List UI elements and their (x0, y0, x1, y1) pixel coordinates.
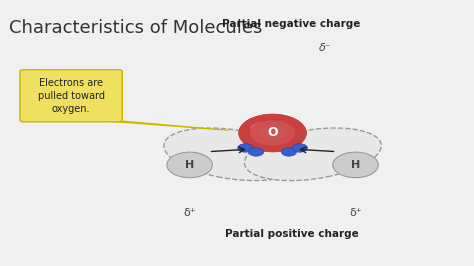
Ellipse shape (245, 128, 381, 181)
Ellipse shape (250, 120, 295, 146)
Circle shape (292, 144, 308, 152)
Polygon shape (88, 120, 229, 130)
Ellipse shape (238, 114, 307, 152)
Circle shape (333, 152, 378, 178)
Ellipse shape (250, 122, 278, 134)
Text: δ⁻: δ⁻ (319, 43, 331, 53)
Circle shape (238, 114, 307, 152)
Text: Characteristics of Molecules: Characteristics of Molecules (9, 19, 263, 37)
Ellipse shape (244, 117, 301, 149)
Circle shape (167, 152, 212, 178)
Circle shape (248, 148, 264, 156)
Text: Partial negative charge: Partial negative charge (222, 19, 361, 29)
FancyBboxPatch shape (20, 70, 122, 122)
Circle shape (237, 144, 253, 152)
Text: H: H (185, 160, 194, 170)
Ellipse shape (259, 125, 286, 141)
Circle shape (282, 148, 297, 156)
Text: Partial positive charge: Partial positive charge (225, 229, 358, 239)
Text: Electrons are
pulled toward
oxygen.: Electrons are pulled toward oxygen. (37, 78, 105, 114)
Text: O: O (267, 127, 278, 139)
Text: H: H (351, 160, 360, 170)
Text: δ⁺: δ⁺ (183, 208, 196, 218)
Text: δ⁺: δ⁺ (349, 208, 362, 218)
Ellipse shape (164, 128, 301, 181)
